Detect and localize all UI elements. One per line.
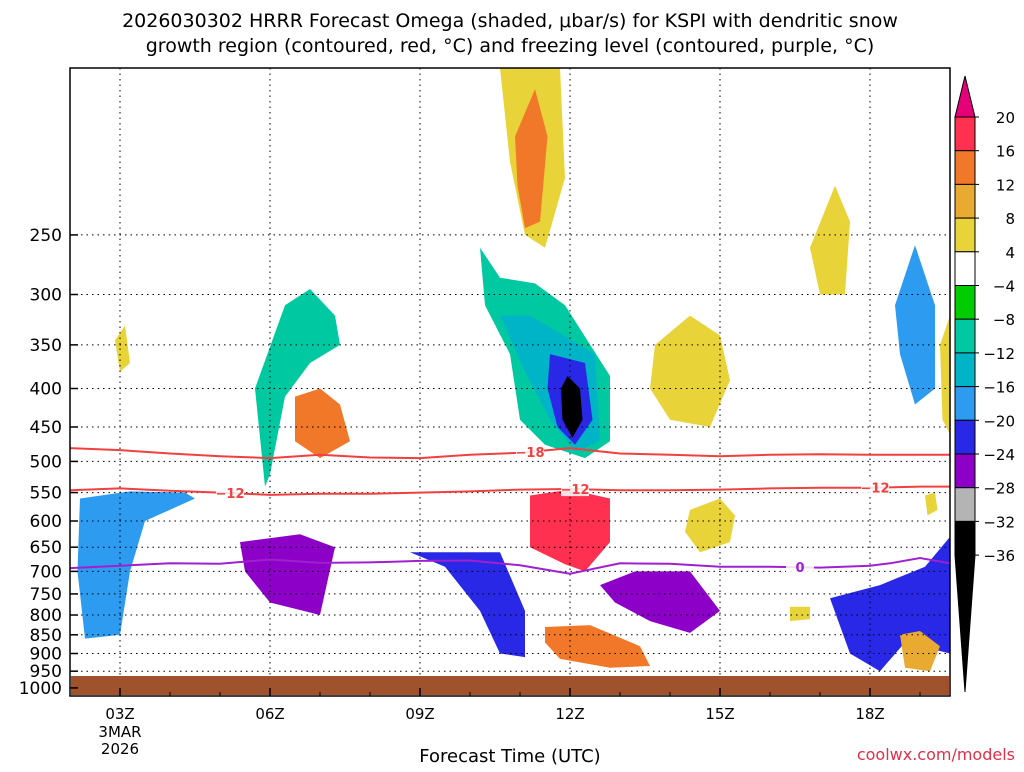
y-tick-label-750: 750 — [30, 585, 62, 605]
omega-area-low-lift — [600, 571, 720, 633]
colorbar-swatch-12 — [954, 520, 976, 556]
contour-freezing-level — [69, 556, 951, 575]
omega-area-mid-right-sink — [650, 315, 730, 427]
colorbar-swatch-5 — [954, 285, 976, 320]
y-tick-label-300: 300 — [30, 286, 62, 306]
contour-label-dendritic-bottom-0: −12 — [216, 487, 245, 502]
contour-label-bg-dendritic-bottom-1 — [561, 481, 589, 497]
omega-area-sink-a — [295, 388, 350, 459]
contour-dendritic-top — [69, 447, 950, 460]
y-tick-label-400: 400 — [30, 380, 62, 400]
x-tick-label-12Z: 12Z — [555, 705, 584, 723]
colorbar: 20 16 12 8 4 −4 −8 −12 −16 −20 −24 −28 −32 −36 — [954, 75, 1015, 693]
colorbar-label-5: −4 — [993, 278, 1015, 296]
contour-label-dendritic-top-0: −18 — [516, 446, 545, 461]
omega-area-small-sink — [115, 325, 130, 372]
contour-label-bg-dendritic-bottom-2 — [861, 479, 889, 495]
omega-area-low-sink — [545, 625, 650, 668]
omega-area-mid-sink-core — [545, 512, 595, 562]
contour-label-bg-freezing-level-0 — [786, 559, 814, 575]
contour-label-freezing-level-0: 0 — [795, 561, 804, 576]
colorbar-label-10: −24 — [983, 446, 1015, 464]
contour-label-bg-dendritic-bottom-0 — [216, 485, 244, 501]
omega-area-left-lift-b — [240, 534, 335, 615]
chart-title-line1: 2026030302 HRRR Forecast Omega (shaded, … — [122, 10, 898, 32]
plot-frame — [69, 67, 951, 697]
y-tick-label-700: 700 — [30, 562, 62, 582]
colorbar-swatch-7 — [954, 352, 976, 388]
colorbar-swatch-6 — [954, 318, 976, 354]
y-tick-label-350: 350 — [30, 336, 62, 356]
colorbar-label-13: −36 — [983, 547, 1015, 565]
y-tick-label-450: 450 — [30, 418, 62, 438]
omega-area-upper-right-lift — [895, 245, 935, 405]
y-tick-label-500: 500 — [30, 452, 62, 472]
x-tick-label-09Z: 09Z — [405, 705, 434, 723]
x-tick-year: 2026 — [101, 740, 139, 758]
x-tick-label-15Z: 15Z — [705, 705, 734, 723]
omega-area-lower-right-sink — [685, 498, 735, 553]
y-tick-label-650: 650 — [30, 538, 62, 558]
y-tick-label-250: 250 — [30, 226, 62, 246]
ground-surface — [71, 676, 949, 695]
chart-title-line2: growth region (contoured, red, °C) and f… — [146, 35, 875, 57]
colorbar-swatch-2 — [954, 183, 976, 219]
axes: 2503003504004505005506006507007508008509… — [19, 226, 921, 758]
y-tick-label-1000: 1000 — [19, 679, 62, 699]
omega-area-right-sink — [900, 631, 940, 672]
x-tick-label-06Z: 06Z — [255, 705, 284, 723]
colorbar-label-4: 4 — [1005, 244, 1015, 262]
colorbar-label-12: −32 — [983, 513, 1015, 531]
x-axis-label: Forecast Time (UTC) — [419, 746, 600, 767]
credit-text: coolwx.com/models — [857, 745, 1015, 764]
y-tick-label-850: 850 — [30, 626, 62, 646]
omega-area-far-right-sink — [940, 315, 950, 435]
contour-dendritic-bottom — [69, 485, 950, 496]
omega-area-lift-b — [255, 289, 340, 487]
colorbar-label-0: 20 — [996, 109, 1015, 127]
omega-area-small-sink-3 — [925, 492, 938, 516]
temperature-contours: −18 −12 −12 −12 0 — [69, 443, 951, 576]
colorbar-bottom-arrow — [954, 554, 976, 693]
omega-shading — [77, 68, 950, 672]
colorbar-label-3: 8 — [1005, 210, 1015, 228]
contour-label-dendritic-bottom-2: −12 — [861, 482, 890, 497]
colorbar-swatch-10 — [954, 453, 976, 489]
x-tick-label-03Z: 03Z — [105, 705, 134, 723]
y-tick-label-550: 550 — [30, 484, 62, 504]
colorbar-label-6: −8 — [993, 311, 1015, 329]
colorbar-swatch-0 — [954, 116, 976, 152]
colorbar-swatch-8 — [954, 386, 976, 421]
colorbar-label-7: −12 — [983, 345, 1015, 363]
colorbar-label-9: −20 — [983, 412, 1015, 430]
colorbar-label-1: 16 — [996, 143, 1015, 161]
colorbar-label-8: −16 — [983, 379, 1015, 397]
colorbar-swatch-11 — [954, 487, 976, 522]
colorbar-top-arrow — [954, 75, 976, 118]
contour-label-dendritic-bottom-1: −12 — [561, 483, 590, 498]
omega-area-lift-c — [410, 552, 525, 658]
y-tick-label-900: 900 — [30, 645, 62, 665]
colorbar-label-2: 12 — [996, 176, 1015, 194]
y-tick-label-800: 800 — [30, 606, 62, 626]
omega-area-upper-sink-core — [515, 89, 548, 229]
colorbar-swatch-3 — [954, 217, 976, 253]
x-tick-label-18Z: 18Z — [855, 705, 884, 723]
omega-area-small-sink-2 — [790, 606, 810, 622]
omega-area-upper-right-sink — [810, 185, 850, 295]
x-tick-date: 3MAR — [98, 723, 141, 741]
colorbar-label-11: −28 — [983, 480, 1015, 498]
omega-area-upper-lift-max — [561, 376, 583, 438]
colorbar-swatch-9 — [954, 419, 976, 455]
contour-label-bg-dendritic-top-0 — [516, 443, 544, 459]
y-tick-label-600: 600 — [30, 512, 62, 532]
omega-area-left-lift-a — [77, 491, 195, 639]
colorbar-swatch-4 — [954, 251, 976, 287]
colorbar-swatch-1 — [954, 150, 976, 185]
y-tick-label-950: 950 — [30, 662, 62, 682]
